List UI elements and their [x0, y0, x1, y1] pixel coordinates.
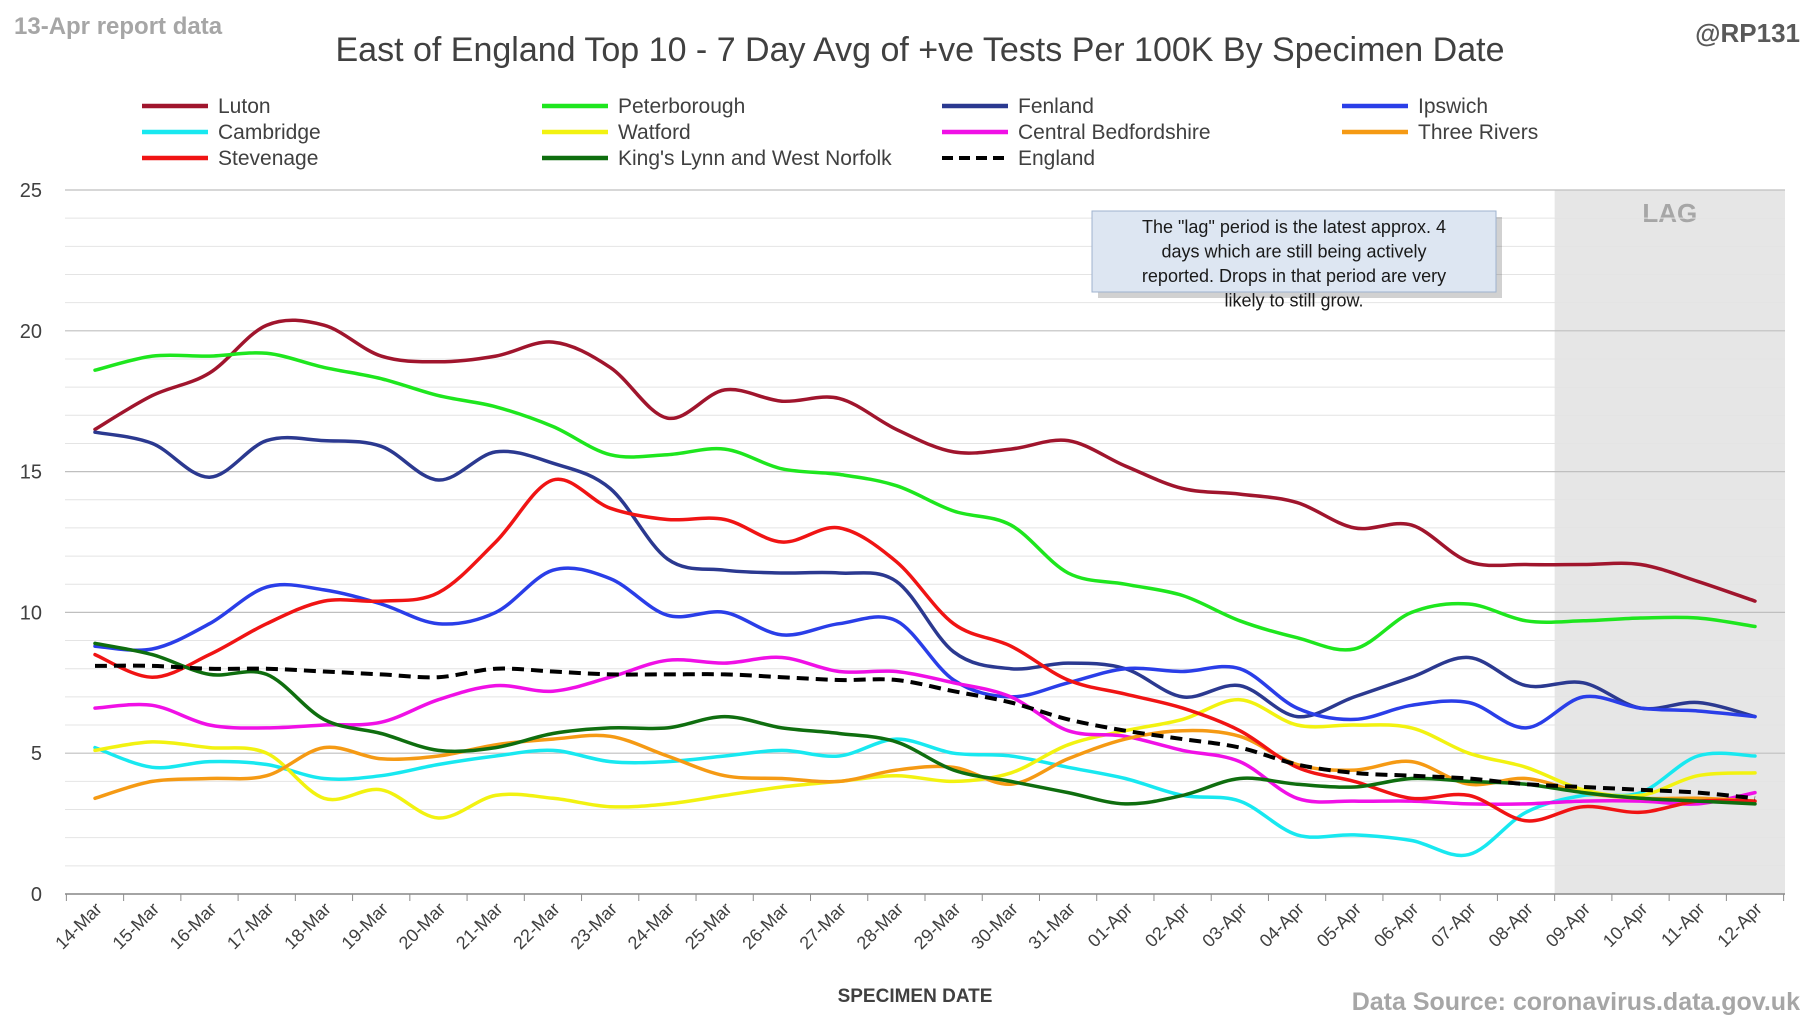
author-handle: @RP131: [1695, 18, 1800, 48]
series-lines: [93, 318, 1757, 858]
data-source-label: Data Source: coronavirus.data.gov.uk: [1352, 988, 1800, 1016]
legend-label: Watford: [618, 121, 691, 144]
legend-label: Peterborough: [618, 95, 745, 118]
x-axis-title: SPECIMEN DATE: [838, 986, 993, 1007]
legend-label: King's Lynn and West Norfolk: [618, 147, 892, 170]
lag-region: LAG: [1554, 190, 1785, 894]
series-line-central-bedfordshire: [93, 655, 1757, 807]
y-tick-label: 20: [20, 321, 42, 343]
lag-note-line: reported. Drops in that period are very: [1142, 266, 1446, 286]
lag-note-line: The "lag" period is the latest approx. 4: [1142, 217, 1446, 237]
legend: Luton Peterborough Fenland Ipswich Cambridge…: [142, 95, 1538, 170]
series-line-cambridge: [93, 737, 1757, 858]
chart-title: East of England Top 10 - 7 Day Avg of +v…: [336, 31, 1505, 69]
series-line-luton: [93, 318, 1757, 603]
lag-note-line: days which are still being actively: [1161, 242, 1426, 262]
series-line-stevenage: [93, 477, 1757, 823]
series-line-ipswich: [93, 566, 1757, 730]
legend-label: Three Rivers: [1418, 121, 1538, 144]
legend-label: Fenland: [1018, 95, 1094, 118]
lag-note-text: The "lag" period is the latest approx. 4…: [1142, 217, 1446, 311]
lag-shade: [1554, 190, 1785, 894]
legend-label: Ipswich: [1418, 95, 1488, 118]
legend-label: Central Bedfordshire: [1018, 121, 1211, 144]
legend-label: England: [1018, 147, 1095, 170]
y-tick-label: 0: [31, 884, 42, 906]
series-line-england: [94, 663, 1756, 801]
y-tick-label: 10: [20, 602, 42, 624]
series-line-watford: [93, 697, 1757, 820]
legend-label: Stevenage: [218, 147, 318, 170]
y-tick-label: 25: [20, 180, 42, 202]
lag-note-box: The "lag" period is the latest approx. 4…: [1091, 210, 1502, 311]
report-date-label: 13-Apr report data: [14, 13, 223, 40]
series-line-three-rivers: [93, 728, 1757, 803]
y-tick-label: 5: [31, 743, 42, 765]
series-line-king-s-lynn-and-west-norfolk: [93, 641, 1757, 806]
legend-label: Luton: [218, 95, 271, 118]
legend-label: Cambridge: [218, 121, 321, 144]
y-tick-label: 15: [20, 462, 42, 484]
series-line-peterborough: [93, 351, 1757, 652]
lag-label: LAG: [1642, 198, 1697, 228]
lag-note-line: likely to still grow.: [1224, 291, 1363, 311]
series-line-fenland: [93, 430, 1757, 719]
